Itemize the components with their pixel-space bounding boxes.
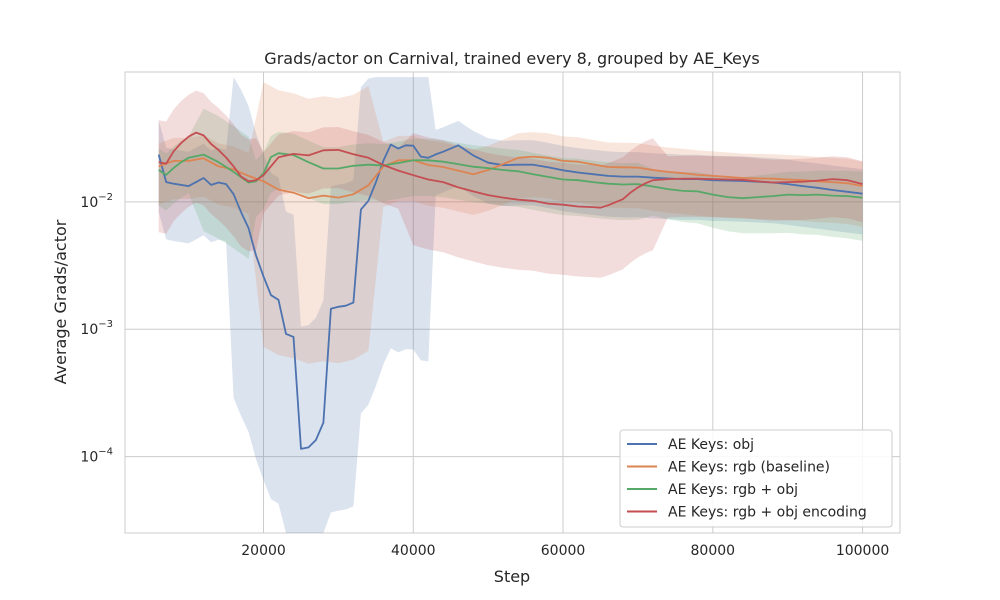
x-tick-label: 40000: [391, 543, 436, 559]
x-tick-label: 80000: [691, 543, 736, 559]
legend-label: AE Keys: rgb (baseline): [668, 460, 830, 476]
series-lines: [157, 131, 863, 450]
y-axis-ticks: 10−2 10−3 10−4: [80, 192, 113, 466]
series-band: [158, 82, 863, 364]
series-line: [158, 131, 863, 209]
y-tick-label: 10−2: [80, 192, 113, 211]
grid: [125, 72, 900, 533]
chart-title: Grads/actor on Carnival, trained every 8…: [264, 49, 759, 69]
y-tick-label: 10−3: [80, 319, 113, 338]
x-tick-label: 60000: [541, 543, 586, 559]
legend-label: AE Keys: rgb + obj: [668, 482, 798, 498]
legend: AE Keys: obj AE Keys: rgb (baseline) AE Ke…: [619, 429, 893, 528]
x-tick-label: 20000: [241, 543, 286, 559]
x-axis-label: Step: [494, 567, 530, 586]
series-band: [158, 90, 863, 278]
y-axis-label: Average Grads/actor: [51, 219, 70, 384]
x-tick-label: 100000: [836, 543, 889, 559]
legend-label: AE Keys: rgb + obj encoding: [668, 505, 867, 521]
legend-box: [619, 429, 893, 528]
series-line: [158, 155, 863, 200]
y-tick-label: 10−4: [80, 447, 113, 466]
x-axis-ticks: 20000 40000 60000 80000 100000: [241, 543, 889, 559]
legend-label: AE Keys: obj: [668, 437, 754, 453]
series-band: [158, 108, 863, 259]
